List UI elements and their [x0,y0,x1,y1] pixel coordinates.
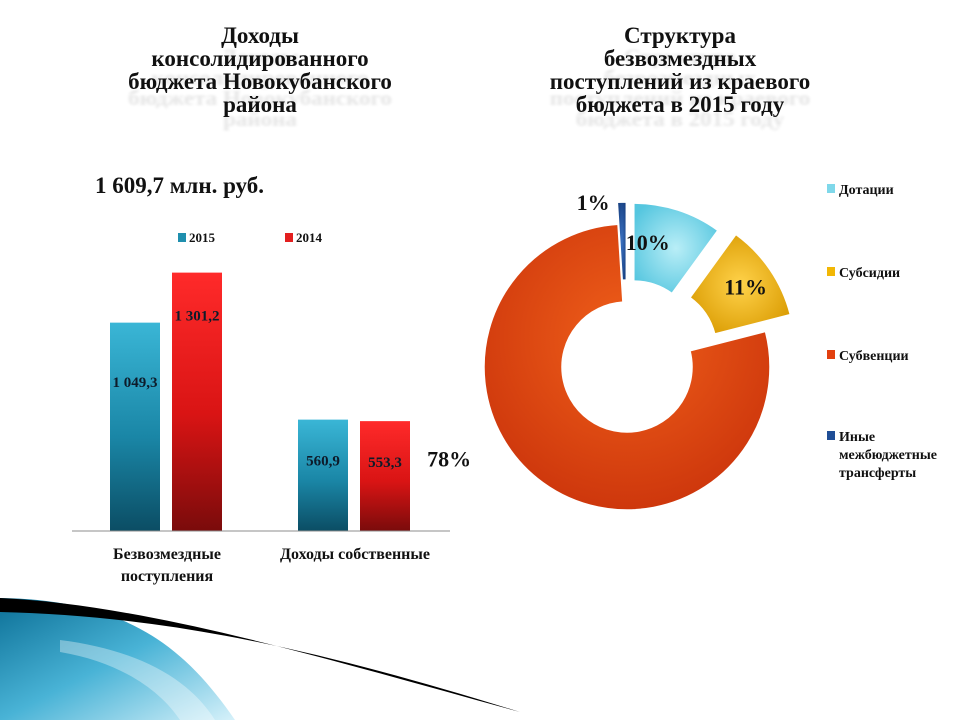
right-title-line: Структура [624,23,736,48]
donut-value-label: 10% [626,230,670,255]
right-title-line: поступлений из краевого [549,69,811,94]
donut-value-label: 1% [577,190,610,215]
left-title-line: района [223,92,297,117]
bar-value-label: 553,3 [368,455,402,471]
donut-slice-0 [633,202,719,295]
left-title-line: консолидированного [151,46,369,71]
bar-value-label: 560,9 [306,454,340,470]
legend-label-0: Дотации [839,183,894,198]
right-title-line: бюджета в 2015 году [575,92,785,117]
total-income-label: 1 609,7 млн. руб. [95,173,265,198]
donut-slice-2 [483,223,771,511]
bar-2015-0 [110,322,160,531]
donut-slice-1 [688,233,792,335]
donut-value-label: 11% [724,275,767,300]
legend-swatch-0 [827,184,835,193]
bar-value-label: 1 049,3 [113,375,158,391]
legend-label-1: Субсидии [839,266,900,281]
legend-swatch-1 [827,267,835,276]
bar-2015-1 [298,419,348,531]
legend-swatch-2014 [285,233,293,242]
left-title-line: Доходы [221,23,299,48]
donut-slice-3 [616,201,628,281]
legend-swatch-2015 [178,233,186,242]
bar-value-label: 1 301,2 [175,309,220,325]
x-tick-label: Доходы собственные [280,546,430,563]
left-title-line: бюджета Новокубанского [128,69,392,94]
legend-label-2015: 2015 [189,230,216,245]
x-tick-label: Безвозмездные поступления [113,546,221,585]
right-title-line: безвозмездных [603,46,757,71]
donut-value-label: 78% [427,447,471,472]
legend-swatch-2 [827,350,835,359]
legend-label-2014: 2014 [296,230,323,245]
legend-swatch-3 [827,431,835,440]
bar-2014-1 [360,421,410,531]
legend-label-3: Иные межбюджетные трансферты [839,430,937,481]
bar-2014-0 [172,272,222,531]
legend-label-2: Субвенции [839,349,909,364]
